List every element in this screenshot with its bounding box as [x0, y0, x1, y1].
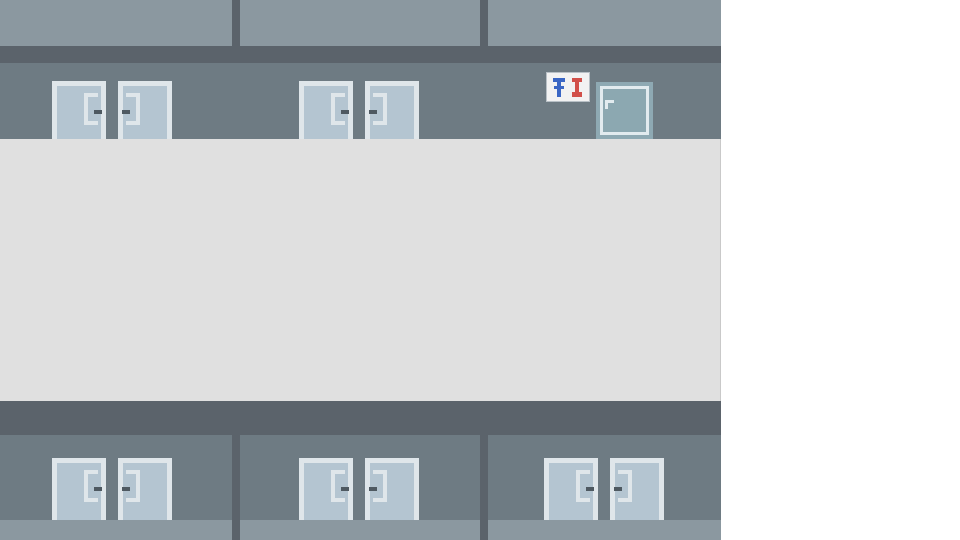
bottom-wall [488, 435, 721, 520]
bottom-ledge [0, 401, 721, 435]
double-door[interactable] [299, 458, 419, 520]
door-handle-icon [122, 110, 130, 114]
roof-tile [488, 0, 721, 46]
door-handle-icon [122, 487, 130, 491]
roof-tile [0, 0, 232, 46]
door-left[interactable] [52, 81, 106, 139]
door-right[interactable] [365, 81, 419, 139]
female-restroom-icon [572, 78, 582, 97]
roof-divider [480, 0, 488, 46]
roof-tile [488, 520, 721, 540]
double-door[interactable] [544, 458, 664, 520]
roof-tile [240, 0, 480, 46]
door-right[interactable] [118, 81, 172, 139]
door-left[interactable] [299, 458, 353, 520]
door-handle-icon [614, 487, 622, 491]
door-handle-icon [94, 487, 102, 491]
game-scene [0, 0, 721, 540]
door-handle-icon [341, 487, 349, 491]
door-left[interactable] [299, 81, 353, 139]
wall-divider [480, 435, 488, 540]
roof-divider [232, 0, 240, 46]
door-left[interactable] [544, 458, 598, 520]
door-handle-icon [586, 487, 594, 491]
window-icon [596, 82, 653, 139]
door-handle-icon [369, 487, 377, 491]
walkway-floor [0, 139, 721, 401]
door-left[interactable] [52, 458, 106, 520]
top-ledge [0, 46, 721, 63]
door-right[interactable] [610, 458, 664, 520]
restroom-sign-icon [546, 72, 590, 102]
roof-tile [240, 520, 480, 540]
door-right[interactable] [365, 458, 419, 520]
bottom-wall [0, 435, 232, 520]
double-door[interactable] [52, 458, 172, 520]
roof-tile [0, 520, 232, 540]
door-handle-icon [341, 110, 349, 114]
empty-area [721, 0, 960, 540]
door-right[interactable] [118, 458, 172, 520]
double-door[interactable] [52, 81, 172, 139]
wall-divider [232, 435, 240, 540]
door-handle-icon [94, 110, 102, 114]
male-restroom-icon [553, 78, 565, 97]
double-door[interactable] [299, 81, 419, 139]
bottom-wall [240, 435, 480, 520]
door-handle-icon [369, 110, 377, 114]
